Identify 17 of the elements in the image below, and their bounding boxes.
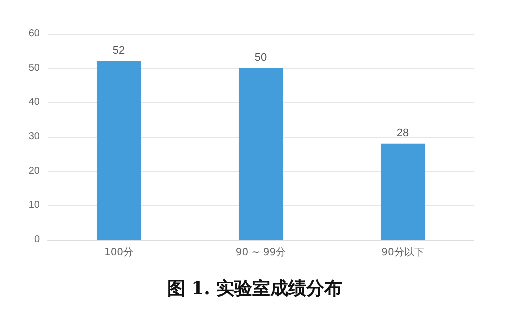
bar [380, 144, 426, 240]
text: 图 1. 实验室成绩分布 [167, 278, 343, 300]
data-label: 28 [396, 127, 410, 140]
data-label: 50 [254, 52, 268, 64]
x-tick-label: 100分 [104, 246, 134, 258]
x-tick-label: 90 ~ 99分 [236, 246, 286, 258]
data-label: 52 [112, 44, 126, 57]
y-tick-label: 0 [34, 234, 40, 246]
y-tick-label: 10 [28, 200, 40, 212]
y-tick-label: 30 [28, 132, 40, 142]
y-tick-label: 60 [28, 28, 40, 40]
y-tick-label: 40 [28, 97, 40, 108]
bar [96, 61, 142, 240]
x-tick-label: 90分以下 [382, 246, 424, 258]
y-tick-label: 50 [28, 62, 40, 74]
y-tick-label: 20 [28, 166, 40, 177]
bar [238, 68, 284, 240]
